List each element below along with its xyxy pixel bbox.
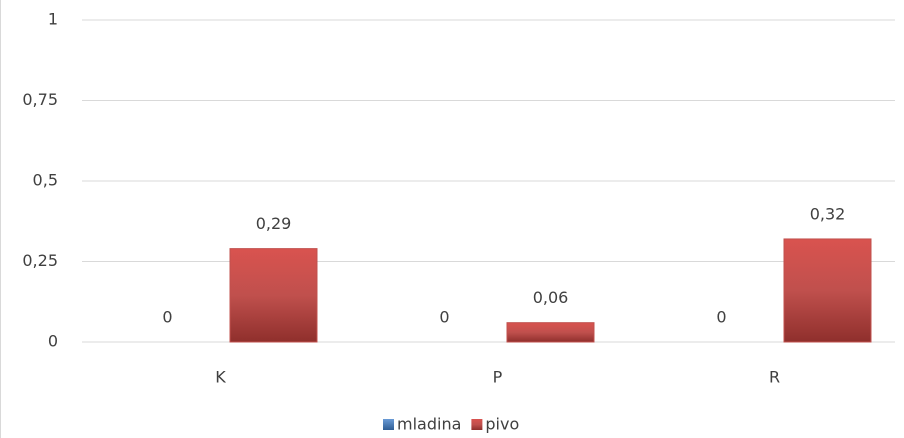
data-label: 0 [716,308,726,327]
y-tick-label: 1 [48,10,58,29]
data-label: 0,06 [533,288,569,307]
x-tick-label: R [769,368,780,387]
bar [229,248,318,343]
x-tick-label: K [215,368,226,387]
y-tick-label: 0,5 [33,171,58,190]
data-label: 0,32 [810,204,846,223]
data-label: 0 [439,308,449,327]
legend-label: mladina [397,415,461,434]
bar [783,238,872,343]
y-tick-label: 0 [48,332,58,351]
legend-swatch [383,419,394,430]
x-tick-label: P [493,368,503,387]
legend-label: pivo [485,415,519,434]
y-tick-label: 0,75 [22,90,58,109]
legend-swatch [471,419,483,430]
data-label: 0,29 [256,214,292,233]
data-label: 0 [162,308,172,327]
y-tick-label: 0,25 [22,251,58,270]
bar [506,322,595,343]
